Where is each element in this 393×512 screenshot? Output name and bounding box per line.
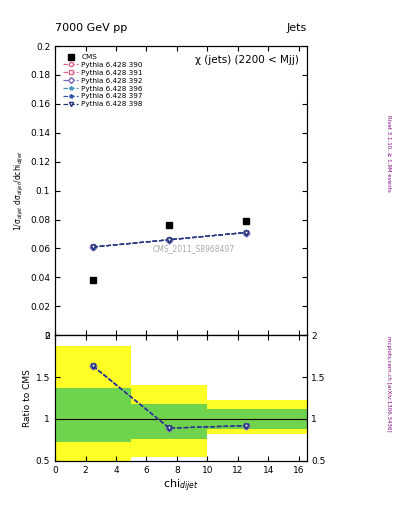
Line: Pythia 6.428 392: Pythia 6.428 392 xyxy=(91,230,248,249)
Pythia 6.428 396 xyxy=(91,244,95,250)
Text: 7000 GeV pp: 7000 GeV pp xyxy=(55,23,127,33)
Pythia 6.428 397 xyxy=(91,244,95,250)
CMS xyxy=(167,222,172,228)
Line: Pythia 6.428 398: Pythia 6.428 398 xyxy=(91,230,248,249)
Line: Pythia 6.428 390: Pythia 6.428 390 xyxy=(91,230,248,249)
Pythia 6.428 390 xyxy=(243,229,248,236)
Bar xyxy=(55,346,131,466)
Pythia 6.428 396 xyxy=(167,237,172,243)
CMS xyxy=(91,277,95,283)
Line: CMS: CMS xyxy=(90,218,249,284)
Line: Pythia 6.428 391: Pythia 6.428 391 xyxy=(91,230,248,249)
Pythia 6.428 398 xyxy=(91,244,95,250)
Pythia 6.428 391 xyxy=(167,237,172,243)
Text: χ (jets) (2200 < Mjj): χ (jets) (2200 < Mjj) xyxy=(195,55,299,65)
Bar xyxy=(208,400,307,434)
Pythia 6.428 392 xyxy=(167,237,172,243)
Bar xyxy=(55,388,131,441)
Pythia 6.428 391 xyxy=(243,229,248,236)
X-axis label: chi$_{dijet}$: chi$_{dijet}$ xyxy=(163,477,198,494)
Bar xyxy=(208,409,307,429)
Pythia 6.428 391 xyxy=(91,244,95,250)
Text: Rivet 3.1.10, ≥ 1.9M events: Rivet 3.1.10, ≥ 1.9M events xyxy=(386,115,391,192)
Line: Pythia 6.428 397: Pythia 6.428 397 xyxy=(91,230,248,249)
Legend: CMS, Pythia 6.428 390, Pythia 6.428 391, Pythia 6.428 392, Pythia 6.428 396, Pyt: CMS, Pythia 6.428 390, Pythia 6.428 391,… xyxy=(61,53,144,109)
CMS xyxy=(243,218,248,224)
Pythia 6.428 397 xyxy=(243,229,248,236)
Bar xyxy=(131,386,208,457)
Y-axis label: Ratio to CMS: Ratio to CMS xyxy=(23,369,31,427)
Pythia 6.428 397 xyxy=(167,237,172,243)
Pythia 6.428 390 xyxy=(167,237,172,243)
Pythia 6.428 398 xyxy=(243,229,248,236)
Pythia 6.428 390 xyxy=(91,244,95,250)
Bar xyxy=(131,404,208,439)
Text: Jets: Jets xyxy=(286,23,307,33)
Pythia 6.428 398 xyxy=(167,237,172,243)
Y-axis label: 1/σ$_{dijet}$ dσ$_{dijet}$/dchi$_{dijet}$: 1/σ$_{dijet}$ dσ$_{dijet}$/dchi$_{dijet}… xyxy=(13,150,26,231)
Text: CMS_2011_S8968497: CMS_2011_S8968497 xyxy=(152,244,234,253)
Line: Pythia 6.428 396: Pythia 6.428 396 xyxy=(91,230,248,249)
Pythia 6.428 392 xyxy=(91,244,95,250)
Pythia 6.428 392 xyxy=(243,229,248,236)
Text: mcplots.cern.ch [arXiv:1306.3436]: mcplots.cern.ch [arXiv:1306.3436] xyxy=(386,336,391,432)
Pythia 6.428 396 xyxy=(243,229,248,236)
